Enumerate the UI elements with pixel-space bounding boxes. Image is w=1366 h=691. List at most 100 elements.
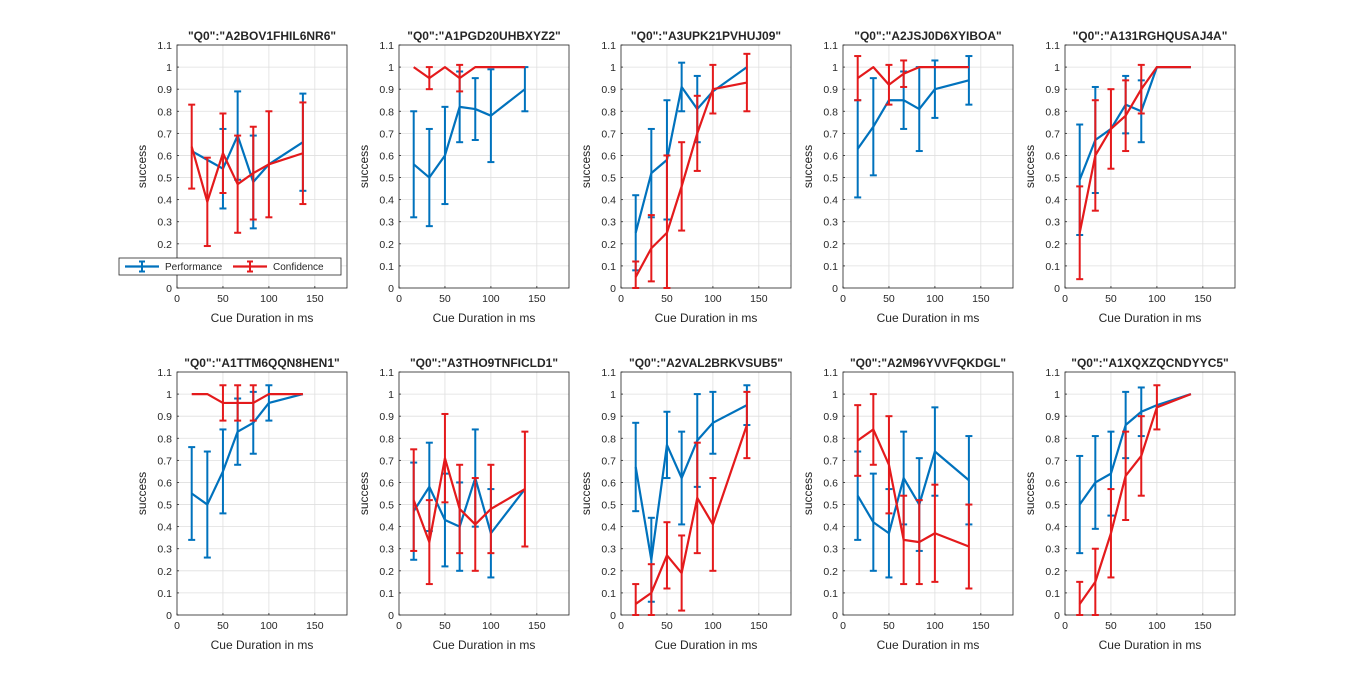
y-axis-label: success [579, 472, 593, 515]
series-line [412, 457, 526, 544]
axes-box [1064, 44, 1236, 289]
series-line [1078, 65, 1191, 233]
x-tick-label: 150 [528, 293, 546, 305]
x-tick-label: 0 [840, 293, 846, 305]
y-tick-label: 0.5 [601, 173, 616, 185]
subplot-title: "Q0":"A3UPK21PVHUJ09" [631, 29, 781, 43]
x-tick-label: 0 [396, 293, 402, 305]
y-tick-label: 0.9 [1045, 411, 1060, 423]
y-tick-label: 0.2 [601, 239, 616, 251]
y-tick-label: 0.6 [601, 150, 616, 162]
series-confidence [410, 412, 529, 586]
plot-area [399, 372, 569, 615]
y-tick-label: 0.8 [823, 433, 838, 445]
y-tick-label: 0.5 [379, 500, 394, 512]
y-axis-label: success [357, 145, 371, 188]
y-tick-label: 1.1 [823, 40, 838, 52]
y-tick-label: 0.3 [157, 544, 172, 556]
subplot-title: "Q0":"A3THO9TNFICLD1" [410, 356, 558, 370]
y-tick-label: 0 [1054, 610, 1060, 622]
y-tick-label: 0.1 [823, 261, 838, 273]
y-tick-label: 0.7 [823, 455, 838, 467]
y-tick-label: 1.1 [601, 40, 616, 52]
axes-box [398, 371, 570, 616]
y-tick-label: 0.9 [601, 84, 616, 96]
x-tick-label: 0 [1062, 293, 1068, 305]
y-tick-label: 0.1 [1045, 588, 1060, 600]
subplot-5: 0 50 100 150 0 0.1 0.2 0.3 0.4 0.5 0.6 0.7 0.8 0.9 1 1.… [1023, 29, 1236, 325]
y-axis-label: success [579, 145, 593, 188]
axes-box [1064, 371, 1236, 616]
y-tick-label: 0.5 [1045, 500, 1060, 512]
y-axis-label: success [801, 472, 815, 515]
x-axis-label: Cue Duration in ms [877, 311, 980, 325]
y-tick-label: 1.1 [601, 367, 616, 379]
y-tick-label: 0.6 [823, 477, 838, 489]
subplot-7: 0 50 100 150 0 0.1 0.2 0.3 0.4 0.5 0.6 0.7 0.8 0.9 1 1.… [357, 356, 570, 652]
legend-label: Performance [165, 262, 223, 273]
y-tick-label: 0.6 [379, 477, 394, 489]
x-tick-label: 0 [174, 620, 180, 632]
x-tick-label: 150 [1194, 293, 1212, 305]
y-tick-label: 1.1 [1045, 40, 1060, 52]
axes-box [620, 44, 792, 289]
y-tick-label: 1.1 [157, 40, 172, 52]
y-tick-label: 0.2 [157, 566, 172, 578]
series-line [190, 146, 304, 203]
subplot-title: "Q0":"A2JSJ0D6XYIBOA" [854, 29, 1001, 43]
x-tick-label: 50 [1105, 620, 1117, 632]
x-tick-label: 100 [1148, 293, 1166, 305]
y-tick-label: 0.4 [823, 522, 838, 534]
y-tick-label: 0.5 [823, 173, 838, 185]
x-axis-label: Cue Duration in ms [655, 311, 758, 325]
x-tick-label: 50 [439, 293, 451, 305]
y-tick-label: 0.1 [823, 588, 838, 600]
y-tick-label: 0.7 [379, 455, 394, 467]
axes-box [176, 44, 348, 289]
y-tick-label: 0.3 [823, 544, 838, 556]
y-tick-label: 0.8 [1045, 433, 1060, 445]
y-tick-label: 0.4 [1045, 195, 1060, 207]
subplot-title: "Q0":"A2VAL2BRKVSUB5" [629, 356, 783, 370]
y-tick-label: 1.1 [157, 367, 172, 379]
y-tick-label: 1 [166, 62, 172, 74]
subplot-9: 0 50 100 150 0 0.1 0.2 0.3 0.4 0.5 0.6 0.7 0.8 0.9 1 1.… [801, 356, 1014, 652]
y-tick-label: 0.2 [1045, 566, 1060, 578]
x-tick-label: 100 [482, 293, 500, 305]
y-tick-label: 0.3 [601, 544, 616, 556]
y-tick-label: 0 [166, 283, 172, 295]
y-tick-label: 1 [166, 389, 172, 401]
x-tick-label: 150 [972, 293, 990, 305]
series-confidence [632, 52, 751, 289]
legend: Performance Confidence [118, 257, 342, 276]
subplot-8: 0 50 100 150 0 0.1 0.2 0.3 0.4 0.5 0.6 0.7 0.8 0.9 1 1.… [579, 356, 792, 652]
y-tick-label: 0.2 [379, 566, 394, 578]
y-tick-label: 0.2 [379, 239, 394, 251]
subplot-title: "Q0":"A2M96YVVFQKDGL" [850, 356, 1006, 370]
y-tick-label: 0.8 [823, 106, 838, 118]
y-tick-label: 0 [832, 283, 838, 295]
x-axis-label: Cue Duration in ms [877, 638, 980, 652]
x-tick-label: 0 [840, 620, 846, 632]
series-line [635, 424, 748, 605]
y-tick-label: 0.5 [157, 173, 172, 185]
y-tick-label: 0.5 [823, 500, 838, 512]
legend-entry-confidence: Confidence [233, 260, 324, 273]
series-line [412, 88, 526, 179]
y-tick-label: 0.4 [157, 195, 172, 207]
y-axis-label: success [1023, 472, 1037, 515]
series-line [191, 393, 304, 506]
series-line [857, 428, 970, 548]
y-tick-label: 0.9 [823, 411, 838, 423]
y-tick-label: 0.8 [601, 433, 616, 445]
axes-box [398, 44, 570, 289]
y-tick-label: 0 [610, 610, 616, 622]
series-confidence [1076, 63, 1191, 281]
x-axis-label: Cue Duration in ms [433, 311, 536, 325]
axes-box [842, 371, 1014, 616]
y-tick-label: 1 [610, 62, 616, 74]
y-axis-label: success [135, 145, 149, 188]
y-axis-label: success [357, 472, 371, 515]
series-line [856, 450, 970, 535]
